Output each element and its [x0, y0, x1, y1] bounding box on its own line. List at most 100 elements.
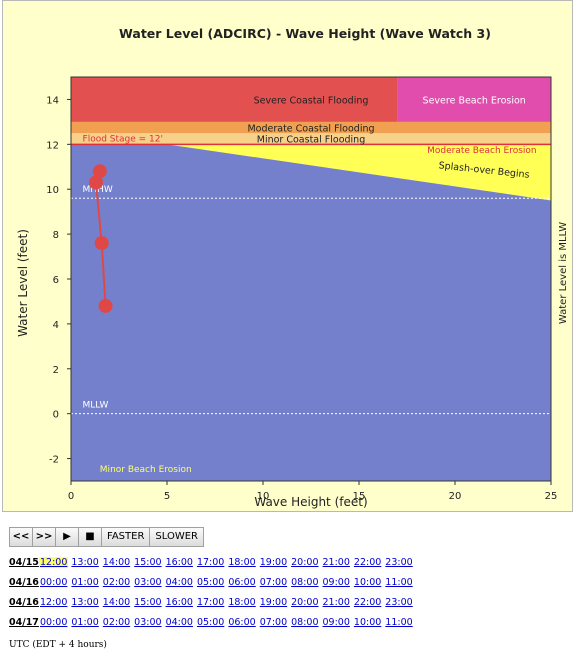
chart-panel: MHHW MLLW Severe Coastal Flooding Severe Be…	[2, 0, 573, 512]
zone-severe-beach-erosion	[397, 77, 551, 122]
y-tick-label: 2	[53, 365, 59, 376]
data-point	[88, 175, 103, 190]
time-link[interactable]: 14:00	[102, 557, 131, 568]
stop-button[interactable]: ■	[78, 527, 102, 547]
time-link[interactable]: 02:00	[102, 577, 131, 588]
time-link[interactable]: 09:00	[322, 577, 350, 588]
play-button[interactable]: ▶	[55, 527, 79, 547]
time-link[interactable]: 22:00	[353, 597, 382, 608]
data-point	[94, 236, 109, 251]
time-link[interactable]: 12:00	[40, 597, 68, 608]
time-link[interactable]: 15:00	[134, 597, 162, 608]
time-link[interactable]: 17:00	[196, 597, 225, 608]
time-link[interactable]: 01:00	[71, 617, 99, 628]
y-tick-label: 6	[53, 275, 59, 286]
zone-moderate-coastal-flooding	[71, 121, 551, 134]
time-link[interactable]: 07:00	[259, 577, 288, 588]
x-tick-label: 0	[68, 491, 74, 502]
data-point	[92, 164, 107, 179]
time-link[interactable]: 15:00	[134, 557, 162, 568]
time-link[interactable]: 09:00	[322, 617, 350, 628]
time-link[interactable]: 19:00	[259, 557, 288, 568]
time-link[interactable]: 16:00	[165, 557, 193, 568]
faster-button[interactable]: FASTER	[101, 527, 151, 547]
time-link[interactable]: 20:00	[291, 557, 319, 568]
time-link[interactable]: 18:00	[228, 597, 256, 608]
time-link[interactable]: 19:00	[259, 597, 288, 608]
fast-forward-button[interactable]: >>	[32, 527, 56, 547]
y-tick-label: 4	[53, 320, 59, 331]
time-link[interactable]: 07:00	[259, 617, 288, 628]
chart-title: Water Level (ADCIRC) - Wave Height (Wave…	[119, 26, 491, 41]
label-moderate-beach-erosion: Moderate Beach Erosion	[427, 146, 537, 156]
x-tick-label: 20	[449, 491, 462, 502]
time-link[interactable]: 05:00	[196, 617, 225, 628]
time-selector: 04/1512:00 13:00 14:00 15:00 16:00 17:00 18:00…	[9, 557, 416, 637]
utc-note: UTC (EDT + 4 hours)	[9, 640, 107, 650]
time-link[interactable]: 08:00	[291, 617, 319, 628]
date-label: 04/17	[9, 617, 39, 628]
time-link[interactable]: 18:00	[228, 557, 256, 568]
time-link[interactable]: 08:00	[291, 577, 319, 588]
time-link[interactable]: 00:00	[40, 577, 68, 588]
time-link[interactable]: 13:00	[71, 557, 99, 568]
time-link[interactable]: 20:00	[291, 597, 319, 608]
y-tick-label: 14	[46, 95, 59, 106]
y-axis-label: Water Level (feet)	[16, 229, 30, 337]
time-link[interactable]: 03:00	[134, 617, 162, 628]
y-tick-label: 12	[46, 140, 59, 151]
time-link[interactable]: 21:00	[322, 597, 350, 608]
date-label: 04/15	[9, 557, 39, 568]
label-minor-beach-erosion: Minor Beach Erosion	[100, 465, 192, 475]
x-tick-label: 10	[257, 491, 270, 502]
time-link[interactable]: 04:00	[165, 617, 193, 628]
time-link[interactable]: 13:00	[71, 597, 99, 608]
time-row: 04/1700:00 01:00 02:00 03:00 04:00 05:00 06:00…	[9, 617, 416, 637]
y-tick-label: 0	[53, 410, 59, 421]
time-row: 04/1600:00 01:00 02:00 03:00 04:00 05:00 06:00…	[9, 577, 416, 597]
reference-label-mllw: MLLW	[83, 401, 109, 411]
time-link[interactable]: 10:00	[353, 617, 382, 628]
time-link[interactable]: 11:00	[385, 617, 413, 628]
time-link[interactable]: 00:00	[40, 617, 68, 628]
x-tick-label: 15	[353, 491, 366, 502]
time-link[interactable]: 02:00	[102, 617, 131, 628]
time-link[interactable]: 21:00	[322, 557, 350, 568]
time-link[interactable]: 06:00	[228, 617, 256, 628]
time-link[interactable]: 16:00	[165, 597, 193, 608]
time-link[interactable]: 17:00	[196, 557, 225, 568]
date-label: 04/16	[9, 577, 39, 588]
time-link[interactable]: 22:00	[353, 557, 382, 568]
slower-button[interactable]: SLOWER	[149, 527, 204, 547]
label-severe-coastal-flooding: Severe Coastal Flooding	[254, 95, 369, 106]
time-link[interactable]: 03:00	[134, 577, 162, 588]
time-link[interactable]: 05:00	[196, 577, 225, 588]
time-link[interactable]: 06:00	[228, 577, 256, 588]
zone-minor-coastal-flooding	[71, 133, 551, 145]
label-flood-stage: Flood Stage = 12'	[83, 134, 163, 144]
date-label: 04/16	[9, 597, 39, 608]
time-link[interactable]: 10:00	[353, 577, 382, 588]
playback-controls: << >> ▶ ■ FASTER SLOWER	[9, 527, 204, 547]
time-link[interactable]: 04:00	[165, 577, 193, 588]
time-link[interactable]: 14:00	[102, 597, 131, 608]
time-row: 04/1512:00 13:00 14:00 15:00 16:00 17:00 18:00…	[9, 557, 416, 577]
time-link[interactable]: 23:00	[385, 557, 413, 568]
time-link[interactable]: 23:00	[385, 597, 413, 608]
time-row: 04/1612:00 13:00 14:00 15:00 16:00 17:00 18:00…	[9, 597, 416, 617]
zone-severe-coastal-flooding	[71, 77, 398, 122]
label-minor-coastal-flooding: Minor Coastal Flooding	[257, 135, 365, 146]
zone-minor-beach-erosion	[71, 144, 551, 482]
rewind-button[interactable]: <<	[9, 527, 33, 547]
right-axis-label: Water Level is MLLW	[558, 222, 569, 324]
x-tick-label: 5	[164, 491, 170, 502]
data-point	[98, 298, 113, 313]
y-tick-label: -2	[49, 455, 59, 466]
label-severe-beach-erosion: Severe Beach Erosion	[423, 95, 526, 106]
time-link[interactable]: 11:00	[385, 577, 413, 588]
x-axis-label: Wave Height (feet)	[254, 495, 367, 509]
time-link[interactable]: 12:00	[39, 557, 69, 568]
time-link[interactable]: 01:00	[71, 577, 99, 588]
x-tick-label: 25	[545, 491, 558, 502]
